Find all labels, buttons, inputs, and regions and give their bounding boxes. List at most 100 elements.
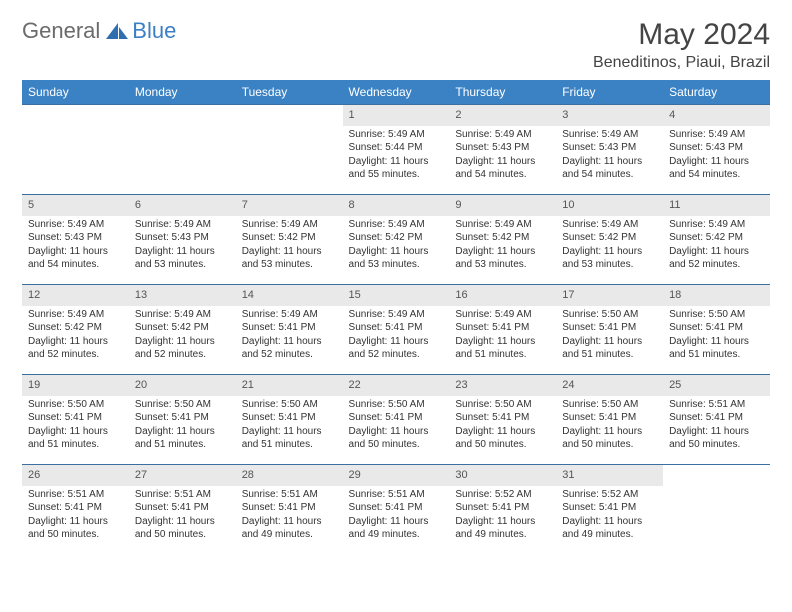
calendar-cell: 4Sunrise: 5:49 AMSunset: 5:43 PMDaylight… — [663, 105, 770, 195]
day-number: 8 — [343, 195, 450, 216]
calendar-row: 26Sunrise: 5:51 AMSunset: 5:41 PMDayligh… — [22, 465, 770, 555]
calendar-cell: 30Sunrise: 5:52 AMSunset: 5:41 PMDayligh… — [449, 465, 556, 555]
day-number: 5 — [22, 195, 129, 216]
title-block: May 2024 Beneditinos, Piaui, Brazil — [593, 18, 770, 72]
day-info: Sunrise: 5:50 AMSunset: 5:41 PMDaylight:… — [663, 306, 770, 366]
day-number: 13 — [129, 285, 236, 306]
calendar-cell: 3Sunrise: 5:49 AMSunset: 5:43 PMDaylight… — [556, 105, 663, 195]
day-info: Sunrise: 5:51 AMSunset: 5:41 PMDaylight:… — [343, 486, 450, 546]
day-info: Sunrise: 5:51 AMSunset: 5:41 PMDaylight:… — [22, 486, 129, 546]
location: Beneditinos, Piaui, Brazil — [593, 54, 770, 72]
calendar-page: General Blue May 2024 Beneditinos, Piaui… — [0, 0, 792, 573]
day-info: Sunrise: 5:50 AMSunset: 5:41 PMDaylight:… — [556, 306, 663, 366]
calendar-cell: 24Sunrise: 5:50 AMSunset: 5:41 PMDayligh… — [556, 375, 663, 465]
day-number: 4 — [663, 105, 770, 126]
calendar-cell: 28Sunrise: 5:51 AMSunset: 5:41 PMDayligh… — [236, 465, 343, 555]
day-number: 25 — [663, 375, 770, 396]
calendar-cell: 16Sunrise: 5:49 AMSunset: 5:41 PMDayligh… — [449, 285, 556, 375]
calendar-cell: 11Sunrise: 5:49 AMSunset: 5:42 PMDayligh… — [663, 195, 770, 285]
day-number: 19 — [22, 375, 129, 396]
brand-part1: General — [22, 18, 100, 44]
calendar-cell: 27Sunrise: 5:51 AMSunset: 5:41 PMDayligh… — [129, 465, 236, 555]
day-info: Sunrise: 5:51 AMSunset: 5:41 PMDaylight:… — [129, 486, 236, 546]
brand-part2: Blue — [132, 18, 176, 44]
brand-logo: General Blue — [22, 18, 176, 44]
calendar-row: 5Sunrise: 5:49 AMSunset: 5:43 PMDaylight… — [22, 195, 770, 285]
sail-icon — [104, 21, 130, 41]
calendar-row: 19Sunrise: 5:50 AMSunset: 5:41 PMDayligh… — [22, 375, 770, 465]
day-number: 3 — [556, 105, 663, 126]
calendar-cell: 29Sunrise: 5:51 AMSunset: 5:41 PMDayligh… — [343, 465, 450, 555]
weekday-header: Friday — [556, 80, 663, 105]
calendar-cell — [129, 105, 236, 195]
calendar-cell: 12Sunrise: 5:49 AMSunset: 5:42 PMDayligh… — [22, 285, 129, 375]
day-info: Sunrise: 5:49 AMSunset: 5:43 PMDaylight:… — [129, 216, 236, 276]
day-info: Sunrise: 5:49 AMSunset: 5:42 PMDaylight:… — [663, 216, 770, 276]
day-number: 12 — [22, 285, 129, 306]
day-number: 11 — [663, 195, 770, 216]
day-info: Sunrise: 5:49 AMSunset: 5:41 PMDaylight:… — [449, 306, 556, 366]
day-info: Sunrise: 5:49 AMSunset: 5:42 PMDaylight:… — [22, 306, 129, 366]
calendar-cell: 20Sunrise: 5:50 AMSunset: 5:41 PMDayligh… — [129, 375, 236, 465]
day-number: 6 — [129, 195, 236, 216]
calendar-cell: 18Sunrise: 5:50 AMSunset: 5:41 PMDayligh… — [663, 285, 770, 375]
day-info: Sunrise: 5:50 AMSunset: 5:41 PMDaylight:… — [556, 396, 663, 456]
day-info: Sunrise: 5:49 AMSunset: 5:42 PMDaylight:… — [556, 216, 663, 276]
day-info: Sunrise: 5:50 AMSunset: 5:41 PMDaylight:… — [129, 396, 236, 456]
calendar-cell: 25Sunrise: 5:51 AMSunset: 5:41 PMDayligh… — [663, 375, 770, 465]
day-info: Sunrise: 5:49 AMSunset: 5:42 PMDaylight:… — [236, 216, 343, 276]
day-number: 26 — [22, 465, 129, 486]
day-number: 22 — [343, 375, 450, 396]
day-info: Sunrise: 5:51 AMSunset: 5:41 PMDaylight:… — [236, 486, 343, 546]
calendar-cell: 22Sunrise: 5:50 AMSunset: 5:41 PMDayligh… — [343, 375, 450, 465]
calendar-cell: 31Sunrise: 5:52 AMSunset: 5:41 PMDayligh… — [556, 465, 663, 555]
day-info: Sunrise: 5:50 AMSunset: 5:41 PMDaylight:… — [343, 396, 450, 456]
day-info: Sunrise: 5:49 AMSunset: 5:43 PMDaylight:… — [556, 126, 663, 186]
weekday-header: Thursday — [449, 80, 556, 105]
day-number: 7 — [236, 195, 343, 216]
day-number: 15 — [343, 285, 450, 306]
calendar-cell: 1Sunrise: 5:49 AMSunset: 5:44 PMDaylight… — [343, 105, 450, 195]
calendar-cell — [22, 105, 129, 195]
calendar-cell: 10Sunrise: 5:49 AMSunset: 5:42 PMDayligh… — [556, 195, 663, 285]
weekday-header: Monday — [129, 80, 236, 105]
calendar-table: Sunday Monday Tuesday Wednesday Thursday… — [22, 80, 770, 555]
day-info: Sunrise: 5:49 AMSunset: 5:41 PMDaylight:… — [236, 306, 343, 366]
day-number: 18 — [663, 285, 770, 306]
day-info: Sunrise: 5:50 AMSunset: 5:41 PMDaylight:… — [22, 396, 129, 456]
weekday-header: Tuesday — [236, 80, 343, 105]
day-info: Sunrise: 5:49 AMSunset: 5:44 PMDaylight:… — [343, 126, 450, 186]
day-info: Sunrise: 5:49 AMSunset: 5:42 PMDaylight:… — [449, 216, 556, 276]
calendar-cell: 21Sunrise: 5:50 AMSunset: 5:41 PMDayligh… — [236, 375, 343, 465]
weekday-header: Sunday — [22, 80, 129, 105]
day-number: 28 — [236, 465, 343, 486]
day-info: Sunrise: 5:50 AMSunset: 5:41 PMDaylight:… — [449, 396, 556, 456]
day-info: Sunrise: 5:49 AMSunset: 5:43 PMDaylight:… — [449, 126, 556, 186]
day-number: 24 — [556, 375, 663, 396]
day-info: Sunrise: 5:52 AMSunset: 5:41 PMDaylight:… — [449, 486, 556, 546]
calendar-cell: 17Sunrise: 5:50 AMSunset: 5:41 PMDayligh… — [556, 285, 663, 375]
day-number: 2 — [449, 105, 556, 126]
weekday-header: Wednesday — [343, 80, 450, 105]
day-info: Sunrise: 5:49 AMSunset: 5:41 PMDaylight:… — [343, 306, 450, 366]
day-info: Sunrise: 5:52 AMSunset: 5:41 PMDaylight:… — [556, 486, 663, 546]
day-number: 14 — [236, 285, 343, 306]
calendar-row: 12Sunrise: 5:49 AMSunset: 5:42 PMDayligh… — [22, 285, 770, 375]
day-info: Sunrise: 5:51 AMSunset: 5:41 PMDaylight:… — [663, 396, 770, 456]
day-number: 23 — [449, 375, 556, 396]
calendar-cell: 13Sunrise: 5:49 AMSunset: 5:42 PMDayligh… — [129, 285, 236, 375]
day-info: Sunrise: 5:49 AMSunset: 5:42 PMDaylight:… — [129, 306, 236, 366]
day-number: 29 — [343, 465, 450, 486]
calendar-cell: 7Sunrise: 5:49 AMSunset: 5:42 PMDaylight… — [236, 195, 343, 285]
header: General Blue May 2024 Beneditinos, Piaui… — [22, 18, 770, 72]
calendar-cell: 19Sunrise: 5:50 AMSunset: 5:41 PMDayligh… — [22, 375, 129, 465]
month-title: May 2024 — [593, 18, 770, 52]
day-number: 20 — [129, 375, 236, 396]
calendar-cell: 5Sunrise: 5:49 AMSunset: 5:43 PMDaylight… — [22, 195, 129, 285]
calendar-cell: 6Sunrise: 5:49 AMSunset: 5:43 PMDaylight… — [129, 195, 236, 285]
calendar-cell: 2Sunrise: 5:49 AMSunset: 5:43 PMDaylight… — [449, 105, 556, 195]
day-number: 1 — [343, 105, 450, 126]
day-number: 30 — [449, 465, 556, 486]
day-info: Sunrise: 5:50 AMSunset: 5:41 PMDaylight:… — [236, 396, 343, 456]
day-number: 31 — [556, 465, 663, 486]
